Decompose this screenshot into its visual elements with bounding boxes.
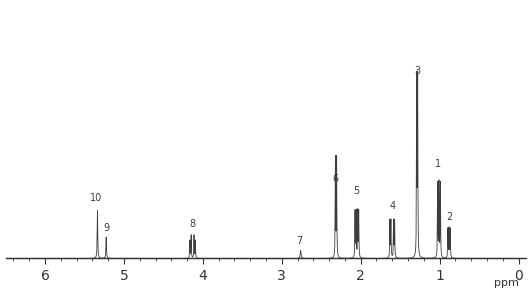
- Text: ppm: ppm: [494, 278, 519, 288]
- Text: 2: 2: [446, 212, 452, 222]
- Text: 8: 8: [189, 219, 196, 230]
- Text: 3: 3: [414, 66, 421, 76]
- Text: 4: 4: [389, 201, 395, 211]
- Text: 6: 6: [332, 173, 338, 184]
- Text: 5: 5: [354, 186, 360, 196]
- Text: 9: 9: [104, 223, 110, 233]
- Text: 7: 7: [296, 236, 302, 246]
- Text: 1: 1: [435, 159, 441, 168]
- Text: 10: 10: [90, 193, 103, 203]
